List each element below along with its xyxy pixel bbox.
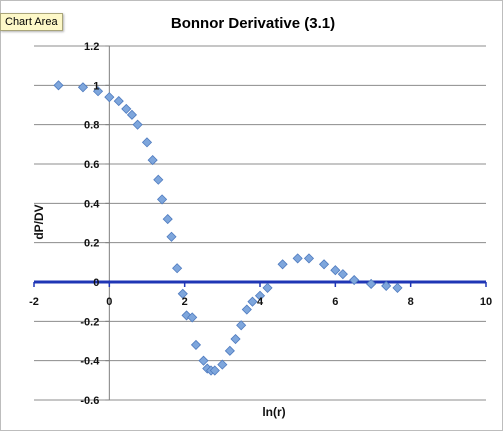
data-point [104, 92, 115, 103]
data-point [126, 109, 137, 120]
data-point [53, 80, 64, 91]
data-point [157, 194, 168, 205]
data-point [166, 231, 177, 242]
data-point [132, 119, 143, 130]
data-points [53, 80, 403, 376]
data-point [198, 355, 209, 366]
data-point [292, 253, 303, 264]
x-tick-label: 4 [257, 296, 264, 308]
data-point [190, 339, 202, 350]
data-point [381, 280, 392, 291]
data-point [318, 259, 330, 270]
data-point [92, 86, 104, 97]
y-tick-label: 1.2 [84, 41, 99, 53]
x-tick-label: -2 [29, 296, 39, 308]
data-point [172, 263, 183, 274]
data-point [177, 288, 188, 299]
data-point [366, 278, 377, 290]
data-point [337, 269, 348, 280]
x-tick-label: 6 [332, 296, 338, 308]
data-point [147, 155, 158, 166]
data-point [254, 290, 266, 301]
gridlines [34, 45, 486, 401]
y-tick-label: 0.6 [84, 159, 99, 171]
data-point [113, 96, 124, 107]
data-point [77, 82, 89, 93]
chart-area-tooltip: Chart Area [0, 13, 63, 31]
data-point [241, 304, 252, 315]
x-axis-title: ln(r) [262, 405, 285, 419]
data-point [392, 282, 403, 293]
data-point [224, 345, 235, 356]
data-point [121, 103, 132, 114]
data-point [262, 282, 273, 293]
x-tick-label: 2 [182, 296, 188, 308]
data-point [349, 274, 360, 286]
y-axis-title: dP/DV [32, 204, 46, 239]
tick-labels: 1.2 1 0.8 0.6 0.4 0.2 0 -0.2 -0.4 -0.6 -2 0 2 4 6 8 10 [29, 41, 492, 407]
y-tick-label: -0.6 [80, 395, 99, 407]
chart-title: Bonnor Derivative (3.1) [171, 15, 335, 32]
data-point [330, 265, 341, 276]
x-tick-label: 8 [408, 296, 414, 308]
data-point [303, 253, 315, 264]
data-point [153, 174, 164, 185]
x-tick-label: 0 [106, 296, 112, 308]
y-tick-label: 0.8 [84, 120, 99, 132]
y-tick-label: -0.4 [80, 356, 100, 368]
data-point [247, 296, 258, 307]
data-point [162, 214, 173, 225]
data-point [230, 333, 241, 345]
y-tick-label: -0.2 [80, 316, 99, 328]
y-tick-label: 0.2 [84, 238, 99, 250]
y-tick-label: 0.4 [84, 198, 100, 210]
data-point [209, 365, 220, 376]
data-point [217, 359, 228, 370]
y-tick-label: 1 [93, 80, 99, 92]
y-tick-label: 0 [93, 277, 99, 289]
x-tick-label: 10 [480, 296, 492, 308]
data-point [277, 259, 288, 270]
data-point [141, 137, 153, 148]
axes [33, 45, 487, 401]
data-point [236, 320, 247, 331]
data-point [187, 312, 198, 323]
